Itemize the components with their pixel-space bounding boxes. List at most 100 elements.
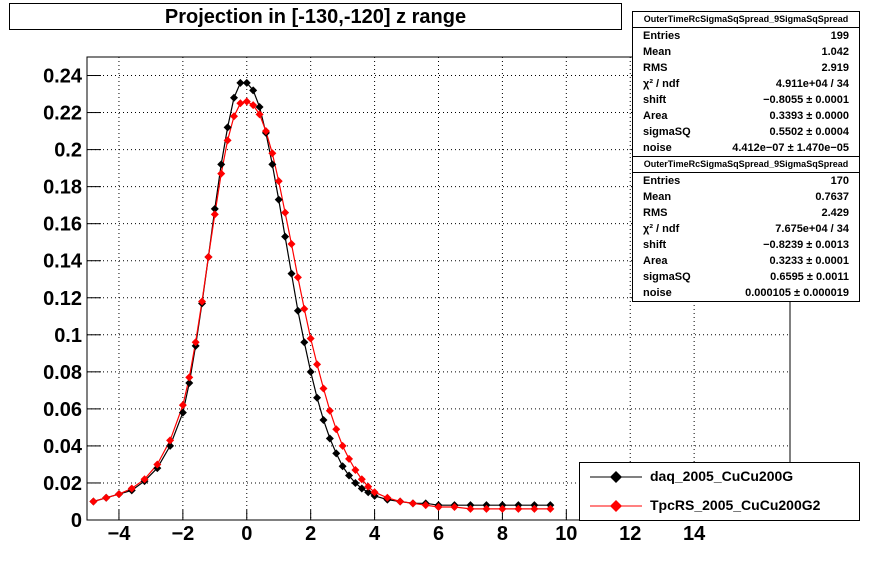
labels-layer: −4 −2 0 2 4 6 8 10 12 14 0 0.02 0.04 0.06 0.08 0.1 0.12 0…: [43, 66, 706, 545]
stats-value: 0.5502 ± 0.0004: [769, 126, 849, 138]
y-tick-label: 0.08: [43, 362, 82, 384]
data-point-tpcrs: [89, 497, 98, 506]
stats-label: Entries: [643, 30, 681, 42]
data-point-tpcrs: [351, 465, 360, 474]
data-point-tpcrs: [102, 493, 111, 502]
data-point-tpcrs: [338, 441, 347, 450]
y-tick-label: 0.14: [43, 251, 83, 273]
data-point-tpcrs: [242, 97, 251, 106]
data-point-tpcrs: [498, 504, 507, 513]
data-point-daq: [300, 338, 309, 347]
data-point-tpcrs: [268, 149, 277, 158]
stats-value: 0.7637: [815, 191, 849, 203]
data-point-daq: [255, 103, 264, 112]
stats-label: RMS: [643, 207, 668, 219]
x-tick-label: −2: [171, 523, 194, 545]
fit-curve-daq: [93, 82, 551, 506]
points-layer: [89, 78, 555, 513]
stats-box-daq: OuterTimeRcSigmaSqSpread_9SigmaSqSpread …: [632, 11, 860, 157]
stats-rows: Entries 170 Mean 0.7637 RMS 2.429 χ² / ndf 7.67…: [633, 173, 859, 301]
stats-label: shift: [643, 94, 667, 106]
chart-title: Projection in [-130,-120] z range: [9, 3, 622, 30]
stats-header: OuterTimeRcSigmaSqSpread_9SigmaSqSpread: [633, 157, 859, 173]
stats-row: Entries 170: [633, 173, 859, 189]
data-point-tpcrs: [421, 501, 430, 510]
data-point-daq: [313, 393, 322, 402]
y-tick-label: 0.2: [54, 140, 82, 162]
data-point-tpcrs: [396, 497, 405, 506]
x-tick-label: 12: [619, 523, 641, 545]
data-point-daq: [268, 160, 277, 169]
data-point-tpcrs: [325, 406, 334, 415]
data-point-daq: [210, 204, 219, 213]
data-point-tpcrs: [370, 488, 379, 497]
x-tick-label: 6: [433, 523, 444, 545]
data-point-tpcrs: [178, 401, 187, 410]
data-point-tpcrs: [332, 425, 341, 434]
stats-value: 0.000105 ± 0.000019: [745, 287, 849, 299]
data-point-tpcrs: [204, 253, 213, 262]
stats-row: sigmaSQ 0.6595 ± 0.0011: [633, 269, 859, 285]
data-point-daq: [287, 269, 296, 278]
stats-row: RMS 2.429: [633, 205, 859, 221]
data-point-daq: [236, 78, 245, 87]
legend-marker-daq: [590, 471, 642, 483]
data-point-tpcrs: [357, 475, 366, 484]
data-point-daq: [229, 93, 238, 102]
stats-value: 4.911e+04 / 34: [775, 78, 849, 90]
stats-header: OuterTimeRcSigmaSqSpread_9SigmaSqSpread: [633, 12, 859, 28]
data-point-daq: [338, 462, 347, 471]
data-point-daq: [217, 160, 226, 169]
data-point-tpcrs: [281, 208, 290, 217]
data-point-daq: [351, 478, 360, 487]
data-point-tpcrs: [198, 297, 207, 306]
legend-label-tpcrs: TpcRS_2005_CuCu200G2: [650, 497, 821, 513]
x-tick-label: 0: [241, 523, 252, 545]
y-tick-label: 0.04: [43, 436, 83, 458]
data-point-daq: [185, 378, 194, 387]
data-point-tpcrs: [217, 169, 226, 178]
stats-value: 1.042: [821, 46, 849, 58]
stats-label: Area: [643, 255, 668, 267]
data-point-tpcrs: [249, 101, 258, 110]
stats-row: RMS 2.919: [633, 60, 859, 76]
data-point-tpcrs: [236, 99, 245, 108]
stats-label: shift: [643, 239, 667, 251]
data-point-tpcrs: [300, 304, 309, 313]
stats-label: sigmaSQ: [643, 271, 691, 283]
x-tick-label: 10: [555, 523, 577, 545]
data-point-tpcrs: [434, 503, 443, 512]
data-point-tpcrs: [546, 504, 555, 513]
data-point-tpcrs: [530, 504, 539, 513]
legend-entry-tpcrs: TpcRS_2005_CuCu200G2: [580, 492, 859, 521]
stats-value: 0.6595 ± 0.0011: [770, 271, 849, 283]
curves-layer: [93, 82, 551, 510]
data-point-daq: [293, 306, 302, 315]
data-point-tpcrs: [313, 360, 322, 369]
stats-row: Entries 199: [633, 28, 859, 44]
y-tick-label: 0.24: [43, 66, 83, 88]
x-tick-label: 14: [683, 523, 706, 545]
y-tick-label: 0: [71, 510, 82, 532]
stats-value: 4.412e−07 ± 1.470e−05: [732, 142, 849, 154]
stats-row: χ² / ndf 7.675e+04 / 34: [633, 221, 859, 237]
legend: daq_2005_CuCu200G TpcRS_2005_CuCu200G2: [579, 462, 860, 521]
stats-value: 0.3393 ± 0.0000: [769, 110, 849, 122]
y-tick-label: 0.18: [43, 177, 82, 199]
data-point-tpcrs: [482, 504, 491, 513]
data-point-tpcrs: [191, 338, 200, 347]
stats-label: Area: [643, 110, 668, 122]
y-tick-label: 0.1: [54, 325, 82, 347]
data-point-daq: [166, 441, 175, 450]
stats-label: Entries: [643, 175, 681, 187]
data-point-daq: [223, 123, 232, 132]
data-point-tpcrs: [229, 112, 238, 121]
data-point-daq: [319, 415, 328, 424]
y-tick-label: 0.12: [43, 288, 82, 310]
legend-marker-tpcrs: [590, 500, 642, 512]
data-point-daq: [281, 232, 290, 241]
stats-value: 2.919: [821, 62, 849, 74]
x-tick-label: 4: [369, 523, 381, 545]
data-point-daq: [325, 434, 334, 443]
stats-label: noise: [643, 142, 672, 154]
